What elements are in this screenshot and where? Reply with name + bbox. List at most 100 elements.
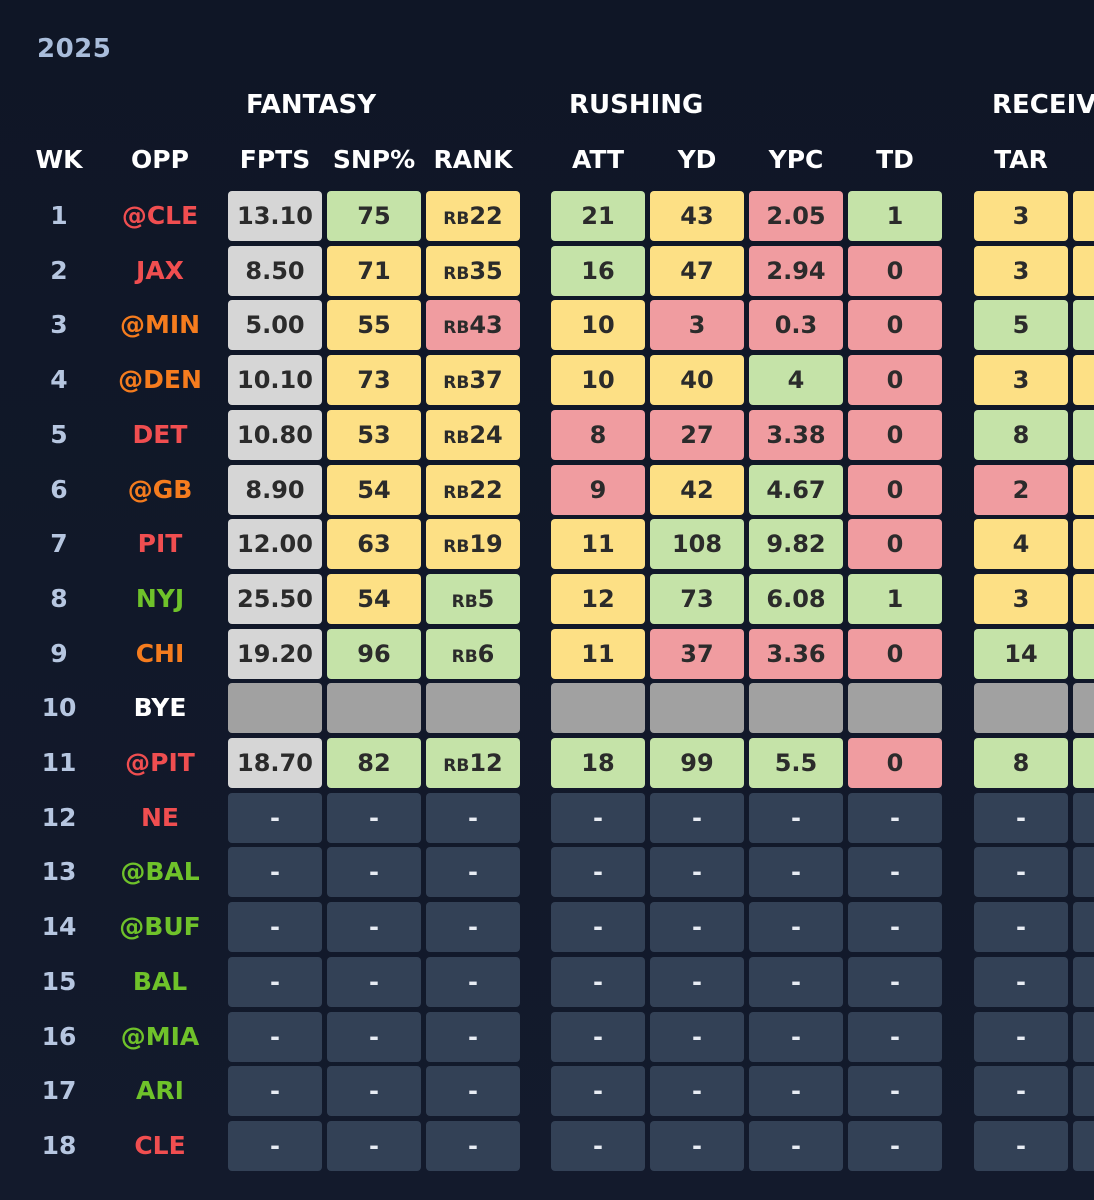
opponent-label: @DEN xyxy=(118,365,202,394)
stat-cell-fpts xyxy=(228,683,322,733)
stat-cell-ypc: - xyxy=(749,793,843,843)
week-number: 12 xyxy=(41,803,77,832)
stat-cell-rank: RB35 xyxy=(426,246,520,296)
stat-cell-rec: - xyxy=(1073,1121,1094,1171)
stat-cell-ypc: - xyxy=(749,1012,843,1062)
stat-cell-rec: - xyxy=(1073,793,1094,843)
stat-cell-rec: - xyxy=(1073,847,1094,897)
week-number: 11 xyxy=(41,748,77,777)
opponent-label: @BAL xyxy=(120,857,200,886)
opponent-label: @MIN xyxy=(119,310,201,339)
stat-cell-tar xyxy=(974,683,1068,733)
stat-cell-yd: - xyxy=(650,1012,744,1062)
stat-cell-snp: 73 xyxy=(327,355,421,405)
week-number: 13 xyxy=(41,857,77,886)
stat-cell-att: 12 xyxy=(551,574,645,624)
stat-cell-td: 0 xyxy=(848,519,942,569)
stat-cell-att: 16 xyxy=(551,246,645,296)
stat-cell-fpts: - xyxy=(228,1066,322,1116)
stat-cell-snp: 82 xyxy=(327,738,421,788)
opponent-label: ARI xyxy=(136,1076,184,1105)
stat-cell-snp: 55 xyxy=(327,300,421,350)
stat-cell-ypc xyxy=(749,683,843,733)
stat-cell-tar: - xyxy=(974,1012,1068,1062)
stat-cell-snp: 63 xyxy=(327,519,421,569)
stat-cell-tar: - xyxy=(974,902,1068,952)
stat-cell-rank: RB22 xyxy=(426,465,520,515)
stat-cell-rank: RB5 xyxy=(426,574,520,624)
stat-cell-rec xyxy=(1073,246,1094,296)
stat-cell-tar: 3 xyxy=(974,574,1068,624)
stat-cell-td: - xyxy=(848,957,942,1007)
stat-cell-ypc: 4 xyxy=(749,355,843,405)
stat-cell-fpts: - xyxy=(228,847,322,897)
stat-cell-rec: - xyxy=(1073,957,1094,1007)
stat-cell-ypc: - xyxy=(749,957,843,1007)
opponent-label: DET xyxy=(132,420,188,449)
opponent-label: @BUF xyxy=(119,912,201,941)
opponent-label: @GB xyxy=(127,475,193,504)
stat-cell-yd: - xyxy=(650,847,744,897)
stat-cell-td xyxy=(848,683,942,733)
stat-cell-yd: - xyxy=(650,902,744,952)
stat-cell-snp xyxy=(327,683,421,733)
stat-cell-att: 21 xyxy=(551,191,645,241)
stat-cell-td: - xyxy=(848,793,942,843)
stat-cell-tar: 3 xyxy=(974,246,1068,296)
stat-cell-td: 1 xyxy=(848,191,942,241)
stat-cell-td: 0 xyxy=(848,465,942,515)
stat-cell-ypc: 5.5 xyxy=(749,738,843,788)
stat-cell-fpts: 25.50 xyxy=(228,574,322,624)
stat-cell-att: - xyxy=(551,793,645,843)
opponent-label: BAL xyxy=(132,967,188,996)
week-number: 2 xyxy=(50,256,68,285)
stat-cell-rec xyxy=(1073,355,1094,405)
stat-cell-snp: 53 xyxy=(327,410,421,460)
stat-cell-att: - xyxy=(551,957,645,1007)
stat-cell-snp: 75 xyxy=(327,191,421,241)
opponent-label: CLE xyxy=(134,1131,186,1160)
stat-cell-td: 0 xyxy=(848,410,942,460)
stat-cell-ypc: - xyxy=(749,847,843,897)
column-header-fpts: FPTS xyxy=(239,145,311,174)
stat-cell-rank: RB24 xyxy=(426,410,520,460)
stat-cell-rank xyxy=(426,683,520,733)
stat-cell-ypc: 0.3 xyxy=(749,300,843,350)
week-number: 18 xyxy=(41,1131,77,1160)
week-number: 1 xyxy=(50,201,68,230)
stat-cell-yd: - xyxy=(650,957,744,1007)
stat-cell-rec xyxy=(1073,410,1094,460)
stat-cell-att: - xyxy=(551,847,645,897)
stat-cell-tar: 3 xyxy=(974,191,1068,241)
stat-cell-snp: - xyxy=(327,1121,421,1171)
stat-cell-snp: 54 xyxy=(327,465,421,515)
week-number: 7 xyxy=(50,529,68,558)
stat-cell-ypc: 3.36 xyxy=(749,629,843,679)
stat-cell-att: - xyxy=(551,1121,645,1171)
stat-cell-rec: - xyxy=(1073,1012,1094,1062)
week-number: 4 xyxy=(50,365,68,394)
stat-cell-fpts: - xyxy=(228,1012,322,1062)
stat-cell-ypc: 6.08 xyxy=(749,574,843,624)
stat-cell-snp: - xyxy=(327,793,421,843)
column-header-rank: RANK xyxy=(433,145,513,174)
opponent-label: @PIT xyxy=(125,748,195,777)
stat-cell-snp: - xyxy=(327,1012,421,1062)
stat-cell-td: - xyxy=(848,1066,942,1116)
column-header-tar: TAR xyxy=(994,145,1048,174)
stat-cell-yd: 108 xyxy=(650,519,744,569)
stat-cell-tar: 3 xyxy=(974,355,1068,405)
stat-cell-snp: - xyxy=(327,847,421,897)
stat-cell-snp: 96 xyxy=(327,629,421,679)
stat-cell-att: 11 xyxy=(551,519,645,569)
stat-cell-rec: - xyxy=(1073,902,1094,952)
stat-cell-att: 11 xyxy=(551,629,645,679)
stat-cell-yd: 3 xyxy=(650,300,744,350)
stat-cell-rank: RB43 xyxy=(426,300,520,350)
stat-cell-fpts: 8.90 xyxy=(228,465,322,515)
stat-cell-yd xyxy=(650,683,744,733)
column-header-ypc: YPC xyxy=(768,145,824,174)
week-number: 3 xyxy=(50,310,68,339)
stat-cell-yd: 40 xyxy=(650,355,744,405)
stat-cell-tar: - xyxy=(974,847,1068,897)
